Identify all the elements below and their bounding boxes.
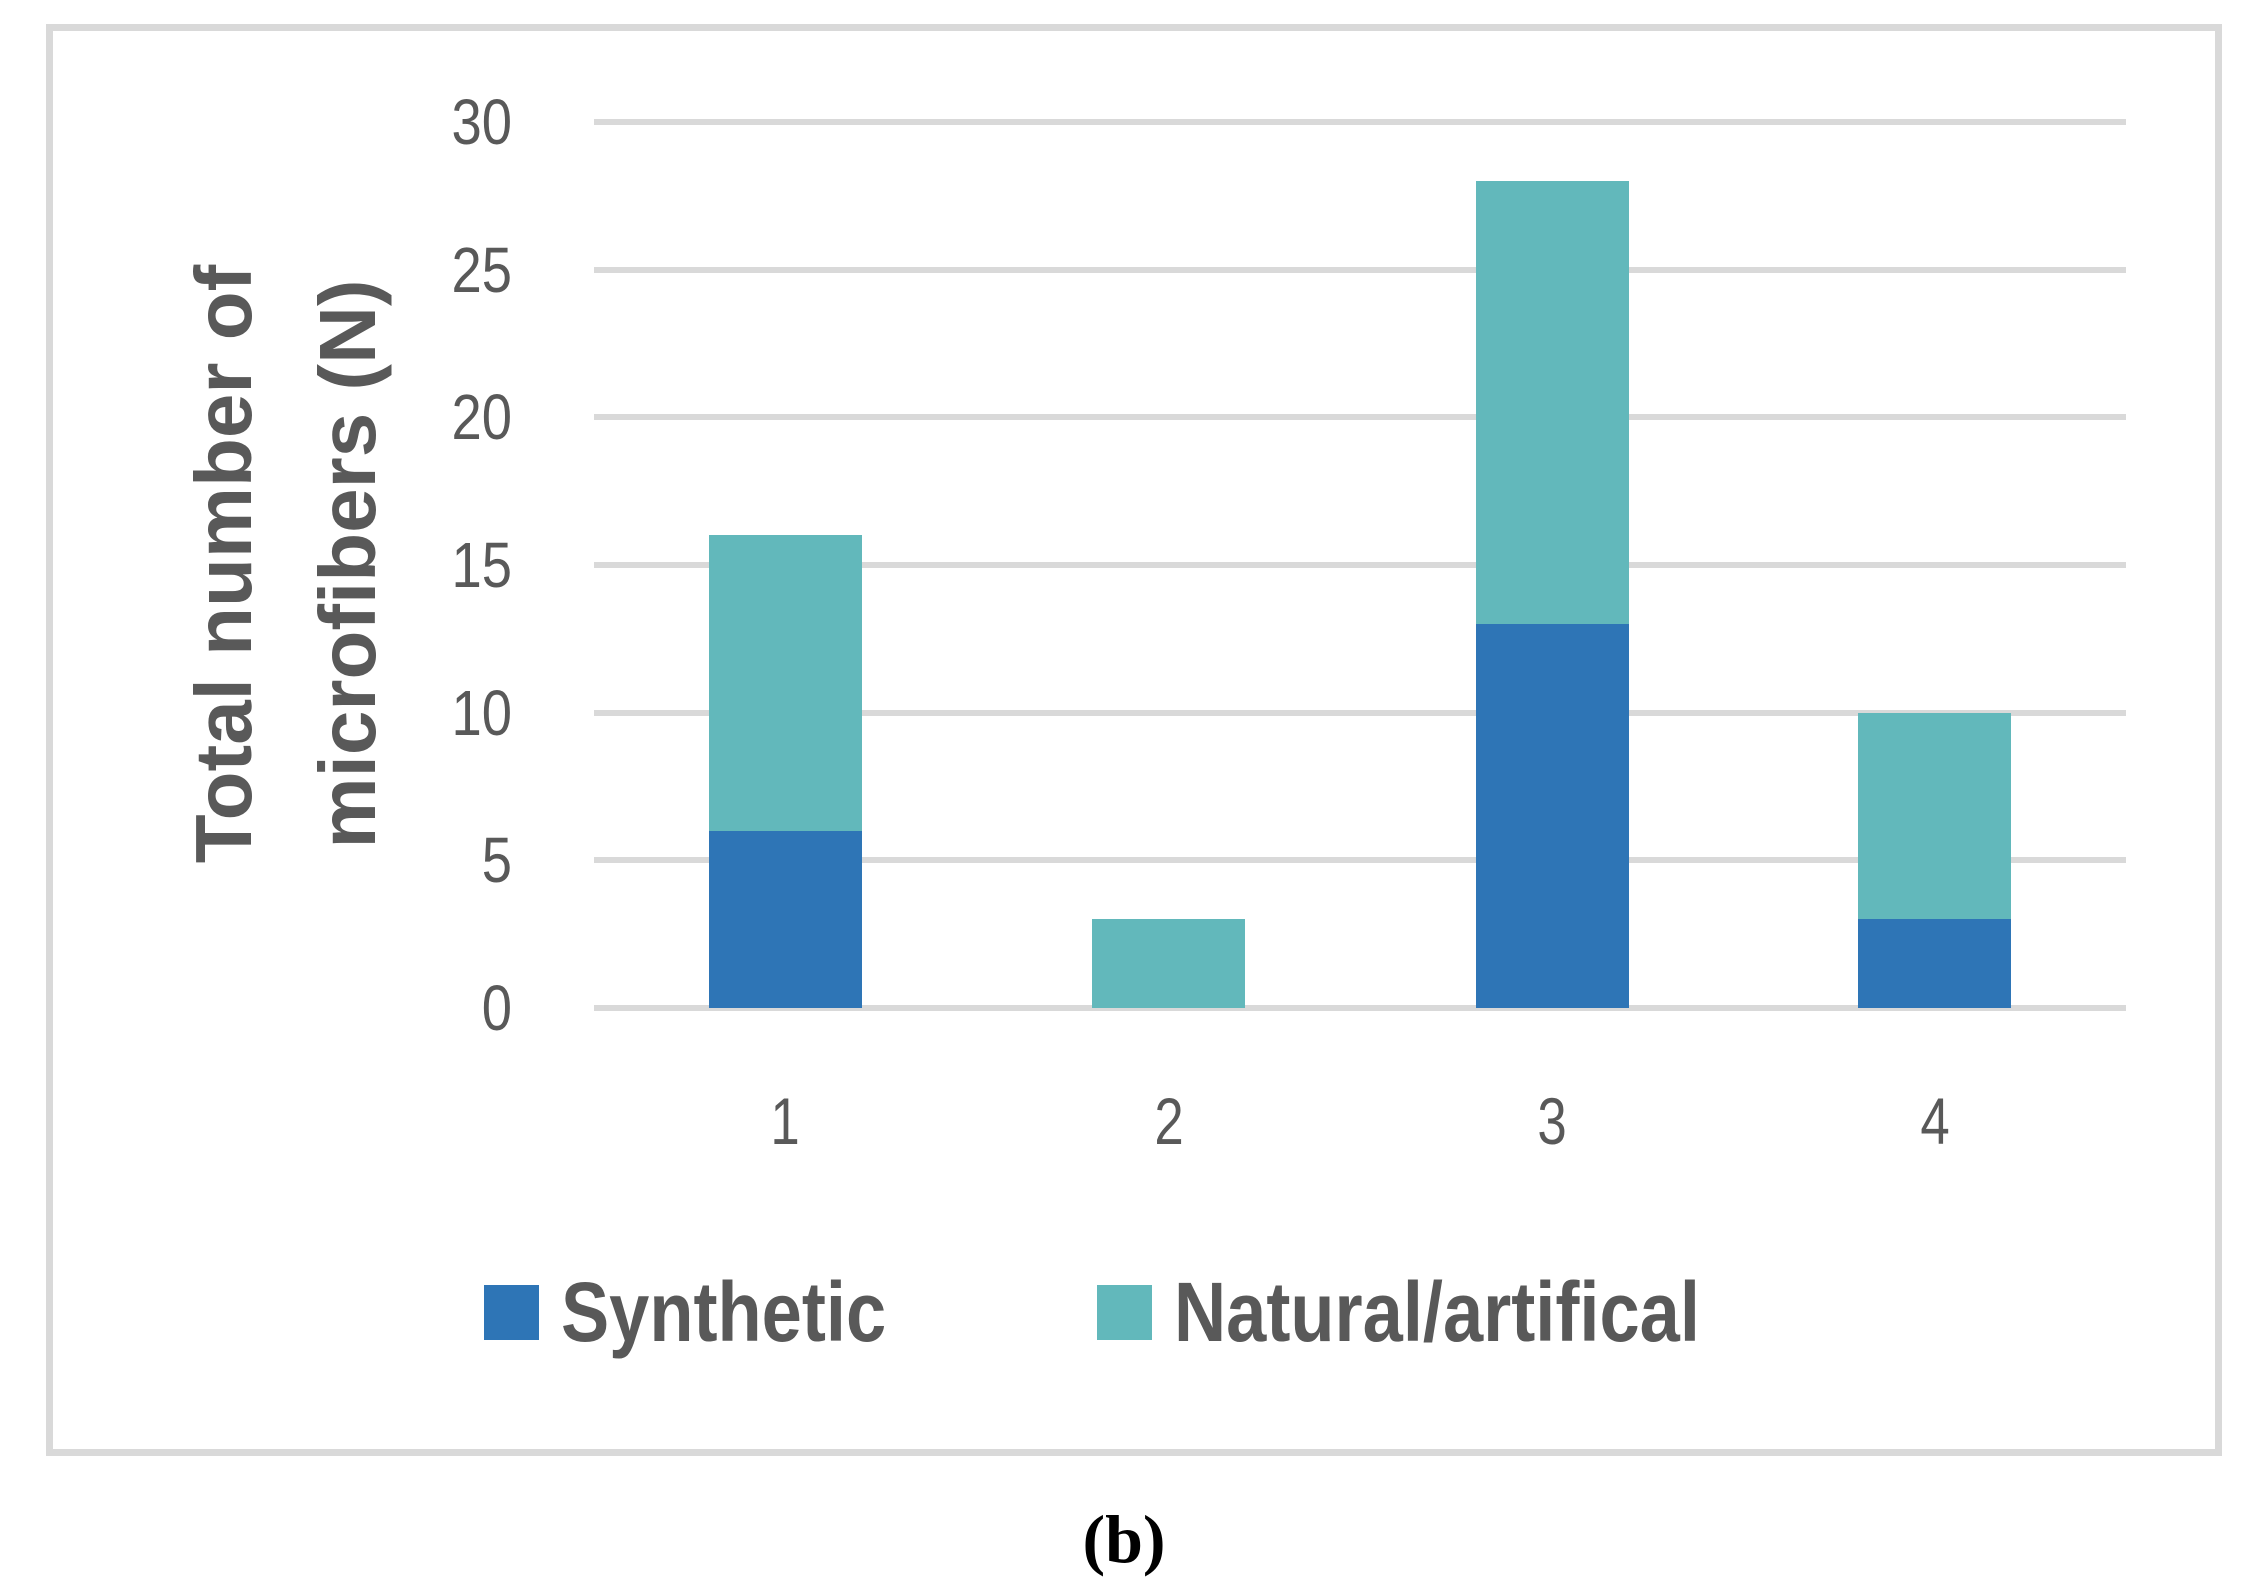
y-tick-label: 10 [451, 677, 512, 749]
bar-segment-natural-3 [1476, 181, 1629, 625]
gridline-0 [594, 1005, 2126, 1011]
legend-label-natural: Natural/artifical [1174, 1265, 1701, 1359]
bar-segment-natural-1 [709, 535, 862, 831]
y-tick-label: 25 [451, 234, 512, 306]
x-tick-label: 3 [1537, 1084, 1567, 1158]
bar-segment-natural-4 [1858, 712, 2011, 920]
y-tick-label: 5 [481, 824, 512, 896]
y-tick-label: 0 [481, 972, 512, 1044]
bar-segment-synthetic-4 [1858, 919, 2011, 1008]
gridline-30 [594, 119, 2126, 125]
bar-segment-natural-2 [1092, 919, 1245, 1008]
y-tick-label: 30 [451, 86, 512, 158]
y-tick-label: 15 [451, 529, 512, 601]
legend: Synthetic Natural/artifical [484, 1262, 1904, 1362]
x-tick-label: 1 [770, 1084, 800, 1158]
gridline-20 [594, 414, 2126, 420]
y-axis-title-line2: microfibers (N) [303, 279, 392, 849]
legend-swatch-synthetic [484, 1284, 539, 1340]
gridline-25 [594, 267, 2126, 273]
x-tick-label: 2 [1154, 1084, 1184, 1158]
legend-item-synthetic: Synthetic [484, 1262, 939, 1362]
legend-label-synthetic: Synthetic [561, 1265, 887, 1359]
x-tick-label: 4 [1920, 1084, 1950, 1158]
bar-segment-synthetic-3 [1476, 624, 1629, 1008]
legend-item-natural: Natural/artifical [1097, 1262, 1786, 1362]
gridline-5 [594, 857, 2126, 863]
gridline-15 [594, 562, 2126, 568]
gridline-10 [594, 710, 2126, 716]
y-axis-title: Total number of microfibers (N) [162, 265, 410, 863]
bar-segment-synthetic-1 [709, 830, 862, 1008]
legend-swatch-natural [1097, 1284, 1153, 1340]
figure-caption: (b) [1082, 1501, 1166, 1577]
y-axis-title-line1: Total number of [179, 264, 268, 864]
y-tick-label: 20 [451, 381, 512, 453]
